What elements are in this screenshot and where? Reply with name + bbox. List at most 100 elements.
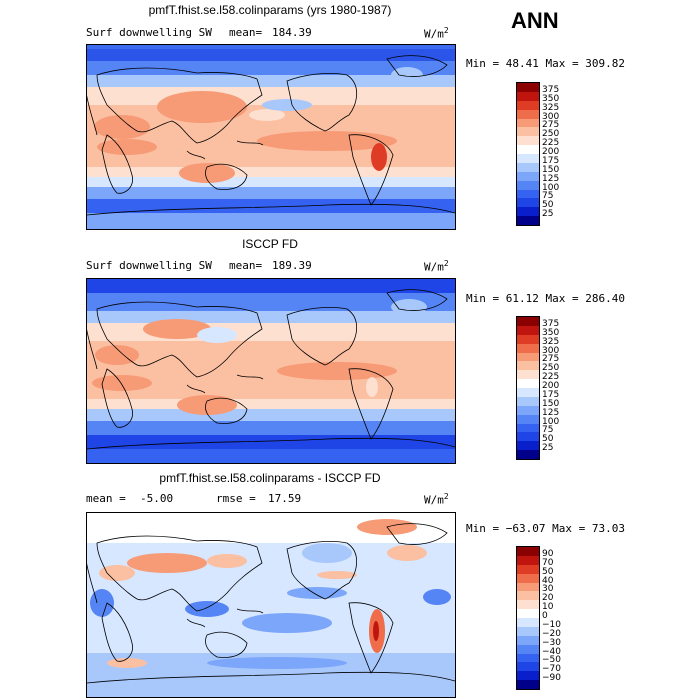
- colorbar-segment: [517, 432, 539, 442]
- colorbar-tick-label: 40: [542, 575, 554, 586]
- colorbar-tick-label: 200: [542, 147, 560, 157]
- colorbar-tick-label: 50: [542, 200, 554, 211]
- colorbar-tick-label: 250: [542, 129, 560, 140]
- panel-1-title: pmfT.fhist.se.l58.colinparams (yrs 1980-…: [148, 3, 392, 17]
- panel-3-mean-label: mean =: [86, 492, 126, 505]
- colorbar-tick-label: 20: [542, 593, 554, 604]
- panel-3-rmse-label: rmse =: [216, 492, 256, 505]
- panel-2-map-svg: [87, 279, 455, 463]
- colorbar-segment: [517, 644, 539, 654]
- colorbar-segment: [517, 564, 539, 574]
- colorbar-segment: [517, 680, 539, 689]
- colorbar-segment: [517, 405, 539, 415]
- colorbar-tick-label: 75: [542, 425, 554, 436]
- colorbar-tick-label: 300: [542, 345, 560, 356]
- colorbar-tick-label: 100: [542, 182, 560, 193]
- colorbar-segment: [517, 127, 539, 137]
- colorbar-tick-label: 100: [542, 416, 560, 427]
- colorbar-segment: [517, 91, 539, 101]
- panel-1-map: [86, 44, 456, 230]
- colorbar-tick-label: 325: [542, 336, 560, 347]
- panel-1-variable: Surf downwelling SW: [86, 26, 212, 39]
- colorbar-tick-label: 25: [542, 443, 554, 454]
- colorbar-segment: [517, 396, 539, 406]
- colorbar-segment: [517, 618, 539, 627]
- panel-2-mean-value: 189.39: [272, 259, 312, 272]
- colorbar-tick-label: 375: [542, 318, 560, 329]
- colorbar-tick-label: 0: [542, 611, 548, 621]
- colorbar-segment: [517, 662, 539, 672]
- colorbar-tick-label: 225: [542, 372, 560, 383]
- colorbar-tick-label: 350: [542, 93, 560, 104]
- panel-2-map: [86, 278, 456, 464]
- colorbar-tick-label: 300: [542, 111, 560, 122]
- colorbar-tick-label: 375: [542, 84, 560, 95]
- panel-3-map-svg: [87, 513, 455, 697]
- colorbar-tick-label: 70: [542, 557, 554, 568]
- panel-2-colorbar: [516, 316, 540, 460]
- panel-1-mean-label: mean=: [229, 26, 263, 39]
- colorbar-segment: [517, 109, 539, 119]
- panel-1-map-svg: [87, 45, 455, 229]
- panel-3-rmse-value: 17.59: [268, 492, 302, 505]
- panel-2-minmax: Min = 61.12 Max = 286.40: [466, 292, 625, 305]
- colorbar-segment: [517, 180, 539, 190]
- colorbar-segment: [517, 388, 539, 397]
- panel-1-colorbar: [516, 82, 540, 226]
- panel-1-units: W/m2: [424, 26, 449, 41]
- colorbar-segment: [517, 334, 539, 344]
- colorbar-segment: [517, 582, 539, 592]
- colorbar-tick-label: 30: [542, 584, 554, 595]
- panel-3-units: W/m2: [424, 492, 449, 507]
- colorbar-tick-label: 350: [542, 327, 560, 338]
- panel-2-mean-label: mean=: [229, 259, 263, 272]
- colorbar-segment: [517, 591, 539, 601]
- colorbar-tick-label: 275: [542, 120, 560, 131]
- colorbar-tick-label: −20: [542, 628, 561, 639]
- colorbar-tick-label: 250: [542, 363, 560, 374]
- colorbar-tick-label: 275: [542, 354, 560, 365]
- panel-1-minmax: Min = 48.41 Max = 309.82: [466, 57, 625, 70]
- colorbar-tick-label: 50: [542, 566, 554, 577]
- colorbar-segment: [517, 325, 539, 335]
- colorbar-segment: [517, 671, 539, 681]
- colorbar-segment: [517, 423, 539, 433]
- colorbar-segment: [517, 207, 539, 217]
- colorbar-tick-label: −70: [542, 664, 561, 675]
- colorbar-segment: [517, 317, 539, 326]
- panel-2-units: W/m2: [424, 259, 449, 274]
- colorbar-segment: [517, 154, 539, 163]
- colorbar-segment: [517, 162, 539, 172]
- colorbar-tick-label: −10: [542, 619, 561, 630]
- colorbar-segment: [517, 352, 539, 362]
- colorbar-tick-label: 125: [542, 173, 560, 184]
- colorbar-segment: [517, 441, 539, 451]
- colorbar-tick-label: 150: [542, 164, 560, 175]
- colorbar-tick-label: 175: [542, 155, 560, 166]
- colorbar-segment: [517, 600, 539, 610]
- panel-3-mean-value: -5.00: [140, 492, 174, 505]
- colorbar-tick-label: 125: [542, 407, 560, 418]
- colorbar-segment: [517, 609, 539, 618]
- colorbar-segment: [517, 118, 539, 128]
- panel-3-minmax: Min = −63.07 Max = 73.03: [466, 522, 625, 535]
- colorbar-segment: [517, 171, 539, 181]
- panel-2-variable: Surf downwelling SW: [86, 259, 212, 272]
- panel-2-title: ISCCP FD: [242, 237, 298, 251]
- colorbar-segment: [517, 414, 539, 424]
- colorbar-segment: [517, 555, 539, 565]
- colorbar-segment: [517, 343, 539, 353]
- colorbar-segment: [517, 573, 539, 583]
- panel-3-map: [86, 512, 456, 698]
- colorbar-tick-label: 25: [542, 209, 554, 220]
- colorbar-segment: [517, 547, 539, 556]
- colorbar-segment: [517, 189, 539, 199]
- colorbar-segment: [517, 361, 539, 371]
- colorbar-segment: [517, 635, 539, 645]
- colorbar-tick-label: 90: [542, 548, 554, 559]
- colorbar-tick-label: 75: [542, 191, 554, 202]
- panel-1-mean-value: 184.39: [272, 26, 312, 39]
- colorbar-segment: [517, 370, 539, 380]
- colorbar-segment: [517, 83, 539, 92]
- colorbar-tick-label: 175: [542, 389, 560, 400]
